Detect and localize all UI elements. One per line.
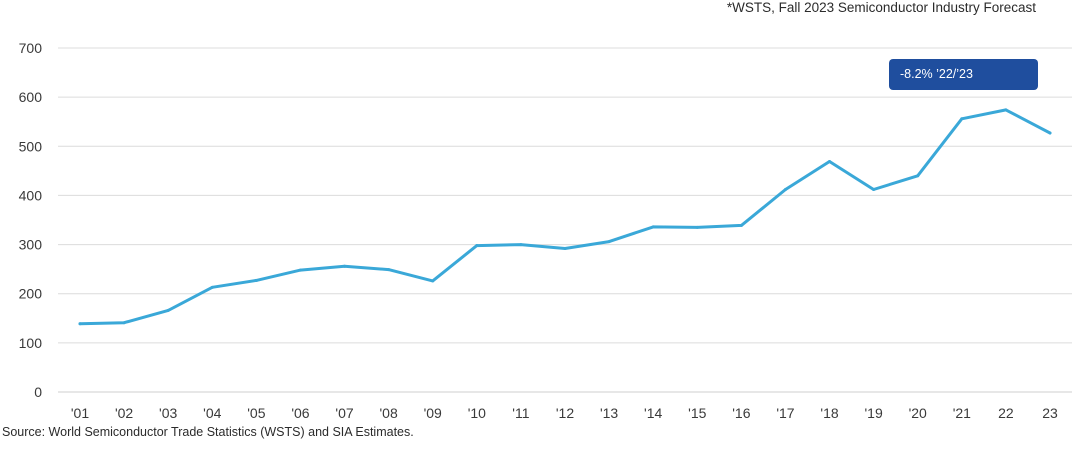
- y-tick-label: 400: [19, 187, 43, 203]
- series-layer: [78, 108, 1052, 326]
- x-tick-label: '16: [732, 405, 750, 421]
- x-tick-label: '21: [953, 405, 971, 421]
- data-point: [783, 188, 787, 192]
- x-tick-label: 22: [998, 405, 1014, 421]
- y-tick-label: 100: [19, 335, 43, 351]
- y-tick-label: 200: [19, 286, 43, 302]
- x-tick-label: '02: [115, 405, 133, 421]
- source-note: Source: World Semiconductor Trade Statis…: [2, 425, 414, 439]
- data-point: [343, 264, 347, 268]
- data-point: [872, 188, 876, 192]
- x-tick-label: '04: [203, 405, 221, 421]
- data-point: [166, 308, 170, 312]
- x-tick-label: '15: [688, 405, 706, 421]
- x-tick-label: 23: [1042, 405, 1058, 421]
- y-tick-label: 700: [19, 40, 43, 56]
- data-point: [563, 247, 567, 251]
- x-tick-label: '07: [335, 405, 353, 421]
- x-tick-label: '06: [291, 405, 309, 421]
- y-tick-label: 0: [34, 384, 42, 400]
- x-tick-label: '18: [820, 405, 838, 421]
- data-point: [254, 278, 258, 282]
- data-point: [695, 225, 699, 229]
- data-point: [1004, 108, 1008, 112]
- gridlines: [58, 47, 1072, 393]
- x-tick-label: '01: [71, 405, 89, 421]
- data-point: [828, 160, 832, 164]
- y-tick-label: 600: [19, 89, 43, 105]
- x-tick-label: '20: [909, 405, 927, 421]
- data-point: [387, 268, 391, 272]
- data-point: [607, 240, 611, 244]
- data-point: [960, 117, 964, 121]
- data-point: [651, 225, 655, 229]
- x-tick-label: '08: [380, 405, 398, 421]
- x-tick-label: '17: [776, 405, 794, 421]
- data-point: [298, 268, 302, 272]
- y-axis-ticks: 0 100 200 300 400 500 600 700: [19, 40, 43, 400]
- x-axis-ticks: '01 '02 '03 '04 '05 '06 '07 '08 '09 '10 '11 '12 '13 '…: [71, 405, 1058, 421]
- x-tick-label: '12: [556, 405, 574, 421]
- data-point: [431, 279, 435, 283]
- data-point: [122, 321, 126, 325]
- data-point: [916, 174, 920, 178]
- x-tick-label: '03: [159, 405, 177, 421]
- data-point: [210, 285, 214, 289]
- data-point: [1048, 131, 1052, 135]
- x-tick-label: '11: [512, 405, 529, 421]
- y-tick-label: 500: [19, 138, 43, 154]
- x-tick-label: '09: [424, 405, 442, 421]
- x-tick-label: '19: [865, 405, 883, 421]
- x-tick-label: '14: [644, 405, 662, 421]
- data-point: [519, 243, 523, 247]
- data-point: [78, 322, 82, 326]
- data-point: [739, 223, 743, 227]
- change-callout: -8.2% ’22/’23: [889, 59, 1038, 90]
- x-tick-label: '13: [600, 405, 618, 421]
- y-tick-label: 300: [19, 237, 43, 253]
- data-point: [475, 244, 479, 248]
- x-tick-label: '10: [468, 405, 486, 421]
- forecast-note: *WSTS, Fall 2023 Semiconductor Industry …: [726, 0, 1036, 15]
- x-tick-label: '05: [247, 405, 265, 421]
- series-line: [78, 108, 1052, 326]
